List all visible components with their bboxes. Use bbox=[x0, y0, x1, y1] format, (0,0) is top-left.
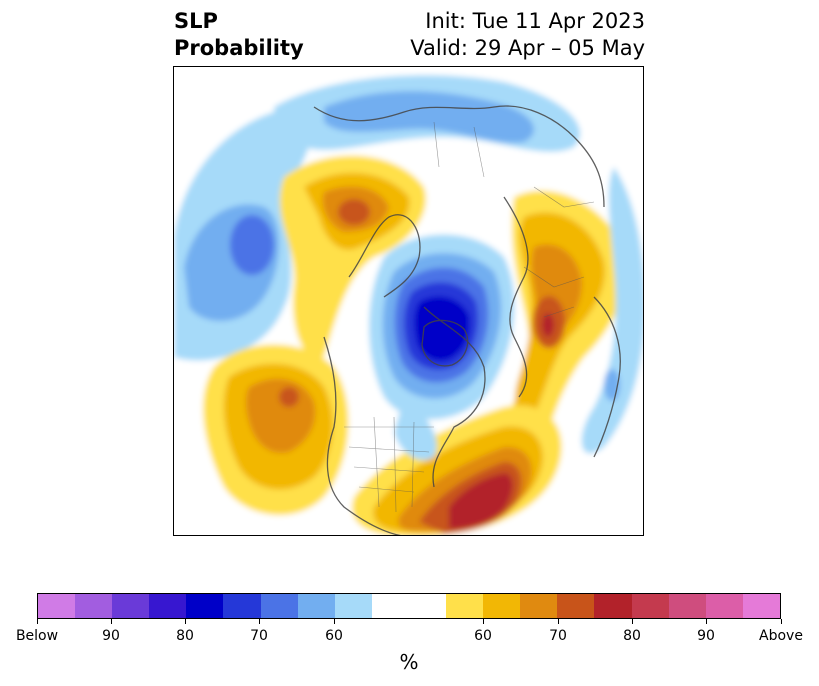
colorbar-tick-label: 80 bbox=[176, 628, 194, 644]
colorbar-tick-mark bbox=[37, 619, 38, 624]
colorbar-tick-label: 70 bbox=[549, 628, 567, 644]
colorbar-swatch bbox=[594, 594, 632, 618]
probability-map bbox=[174, 67, 643, 535]
valid-range: Valid: 29 Apr – 05 May bbox=[410, 36, 645, 60]
colorbar-tick-mark bbox=[111, 619, 112, 624]
colorbar-swatch bbox=[38, 594, 76, 618]
coastline-north-america bbox=[323, 306, 486, 535]
colorbar-tick-label: 70 bbox=[250, 628, 268, 644]
colorbar-swatch bbox=[149, 594, 187, 618]
colorbar-tick-mark bbox=[259, 619, 260, 624]
map-panel bbox=[173, 66, 644, 536]
colorbar-swatch bbox=[408, 594, 447, 618]
colorbar-tick-label: Below bbox=[15, 628, 59, 644]
state-borders bbox=[344, 416, 434, 513]
colorbar-unit: % bbox=[399, 650, 419, 674]
map-dates: Init: Tue 11 Apr 2023 Valid: 29 Apr – 05… bbox=[410, 8, 645, 62]
colorbar-swatch bbox=[186, 594, 224, 618]
colorbar-tick-mark bbox=[632, 619, 633, 624]
colorbar-tick-mark bbox=[558, 619, 559, 624]
colorbar-swatch bbox=[371, 594, 409, 618]
colorbar bbox=[37, 593, 781, 619]
colorbar-swatch bbox=[297, 594, 335, 618]
colorbar-swatch bbox=[705, 594, 743, 618]
colorbar-swatch bbox=[75, 594, 113, 618]
map-title: SLP Probability bbox=[174, 8, 304, 62]
colorbar-swatch bbox=[631, 594, 669, 618]
colorbar-tick-mark bbox=[706, 619, 707, 624]
colorbar-swatch bbox=[557, 594, 595, 618]
colorbar-tick-mark bbox=[781, 619, 782, 624]
colorbar-tick-label: 90 bbox=[102, 628, 120, 644]
colorbar-tick-mark bbox=[483, 619, 484, 624]
colorbar-swatch bbox=[483, 594, 521, 618]
colorbar-tick-label: 60 bbox=[325, 628, 343, 644]
colorbar-swatch bbox=[112, 594, 150, 618]
title-variable: SLP bbox=[174, 9, 218, 33]
colorbar-tick-label: Above bbox=[759, 628, 803, 644]
colorbar-swatch bbox=[520, 594, 558, 618]
colorbar-swatch bbox=[334, 594, 372, 618]
colorbar-swatch bbox=[668, 594, 706, 618]
colorbar-tick-label: 80 bbox=[623, 628, 641, 644]
colorbar-tick-label: 60 bbox=[474, 628, 492, 644]
colorbar-swatch bbox=[446, 594, 484, 618]
colorbar-swatch bbox=[223, 594, 261, 618]
colorbar-swatch bbox=[260, 594, 298, 618]
colorbar-tick-mark bbox=[185, 619, 186, 624]
title-field: Probability bbox=[174, 36, 304, 60]
colorbar-swatch bbox=[742, 594, 780, 618]
colorbar-tick-mark bbox=[334, 619, 335, 624]
init-date: Init: Tue 11 Apr 2023 bbox=[425, 9, 645, 33]
colorbar-tick-label: 90 bbox=[697, 628, 715, 644]
